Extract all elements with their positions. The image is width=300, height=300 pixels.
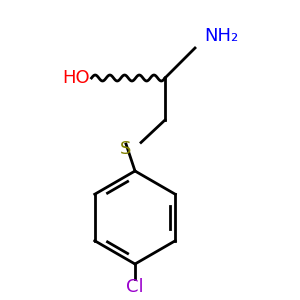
Text: S: S bbox=[120, 140, 132, 158]
Text: NH₂: NH₂ bbox=[204, 27, 238, 45]
Text: Cl: Cl bbox=[126, 278, 144, 296]
Text: HO: HO bbox=[62, 69, 90, 87]
